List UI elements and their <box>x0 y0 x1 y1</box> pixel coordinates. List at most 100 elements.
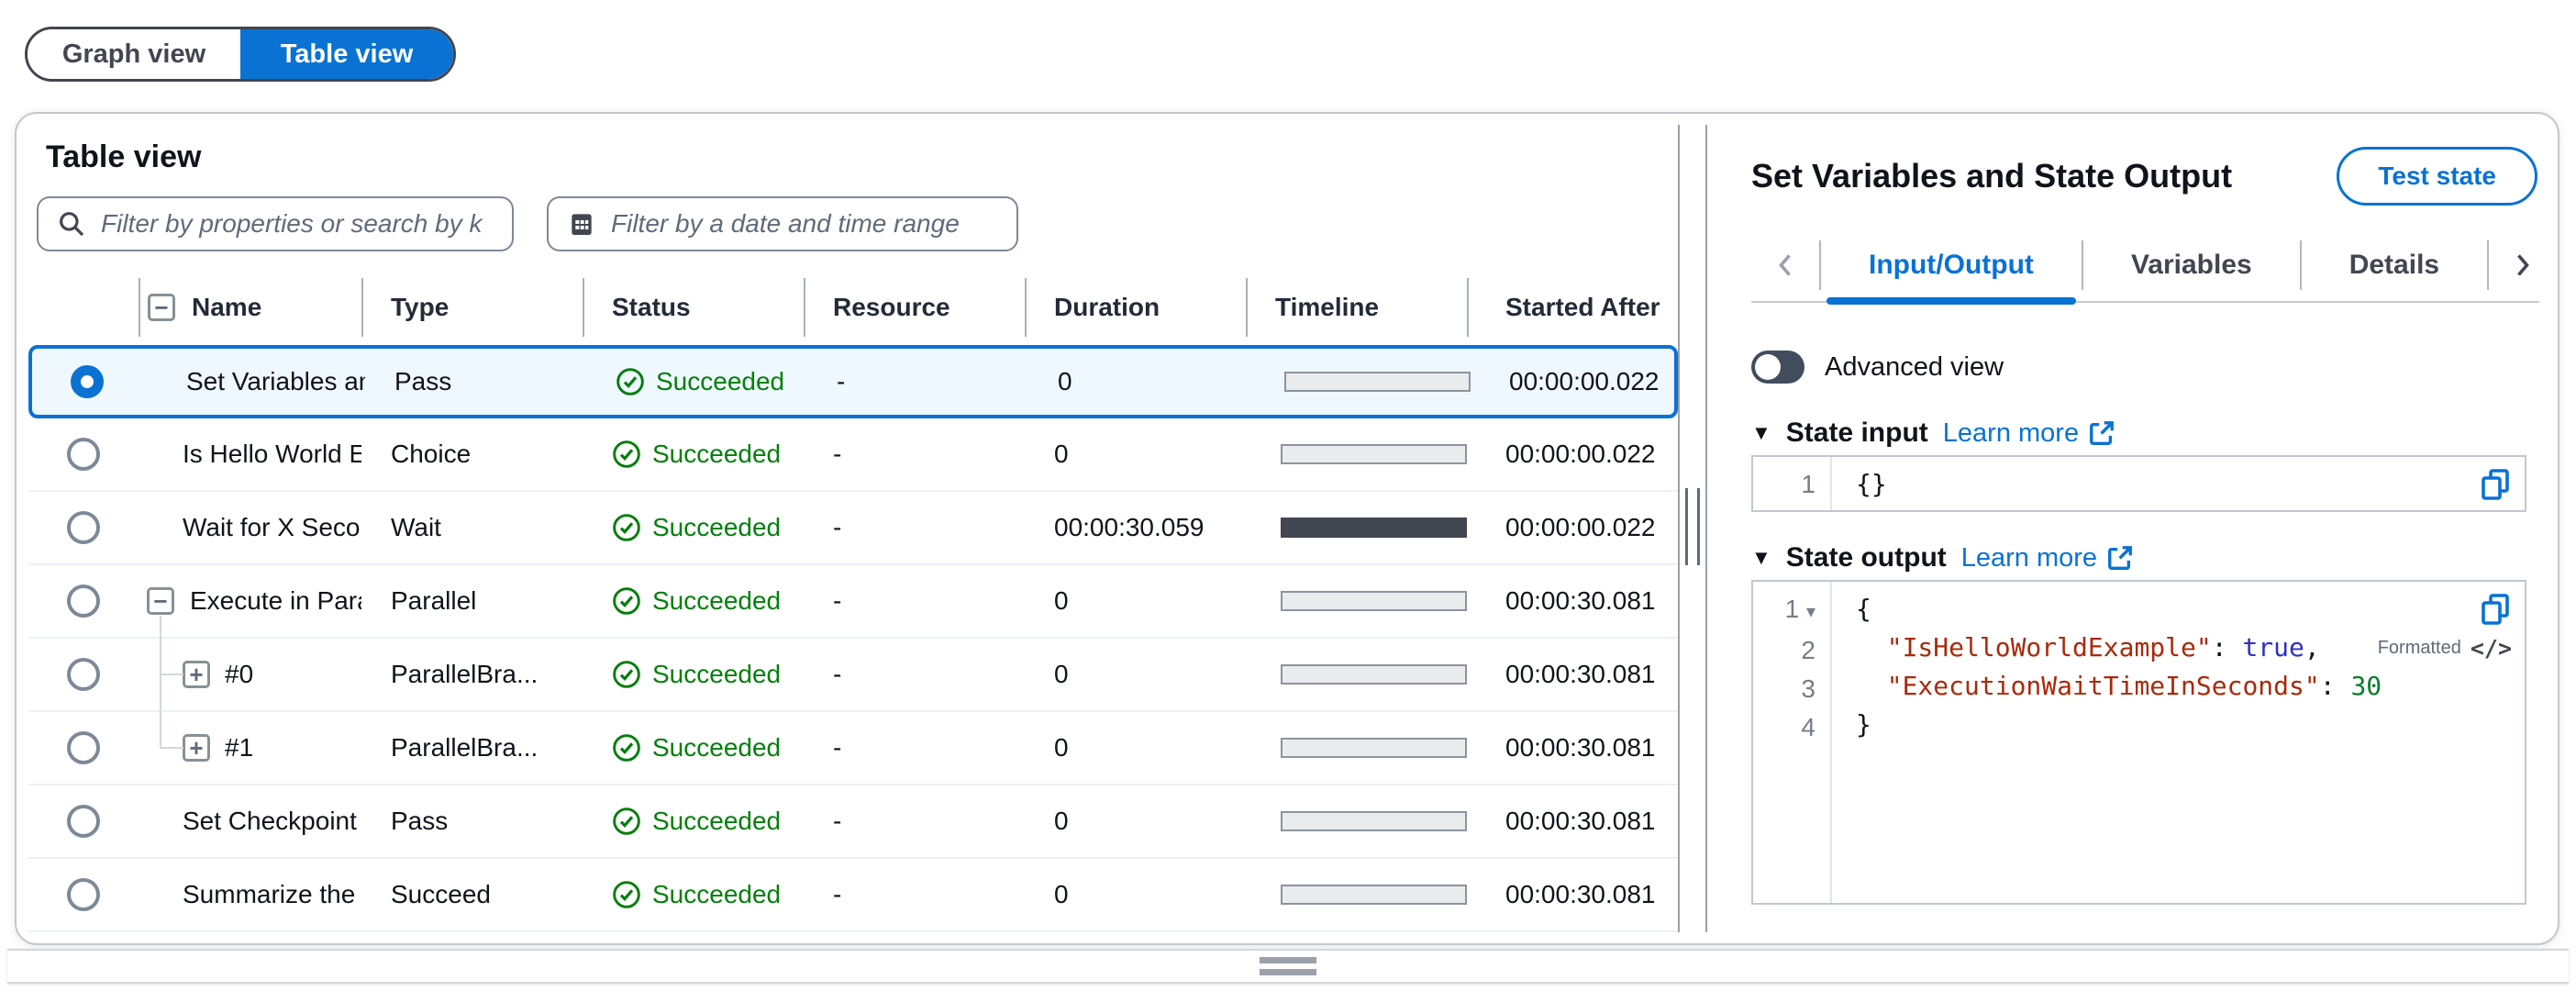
tabs-scroll-right-icon[interactable] <box>2489 251 2557 279</box>
state-output-code[interactable]: { "IsHelloWorldExample": true, "Executio… <box>1856 594 2382 740</box>
state-output-learn-more-link[interactable]: Learn more <box>1961 543 2134 573</box>
external-link-icon <box>2108 546 2133 570</box>
step-name: Set Checkpoint <box>183 807 357 835</box>
date-range-filter-input[interactable] <box>611 209 998 239</box>
step-status: Succeeded <box>652 733 782 762</box>
step-duration: 0 <box>1054 807 1069 835</box>
date-range-filter-box <box>547 196 1018 251</box>
step-details-title: Set Variables and State Output <box>1751 157 2233 195</box>
table-row[interactable]: Set Variables an Pass Succeeded - 0 00:0… <box>28 345 1678 418</box>
copy-icon <box>2482 469 2509 500</box>
row-radio[interactable] <box>67 658 100 691</box>
row-radio[interactable] <box>67 878 100 911</box>
step-resource: - <box>833 660 842 688</box>
state-input-learn-more-link[interactable]: Learn more <box>1943 418 2115 449</box>
table-row[interactable]: Summarize the Succeed Succeeded - 0 00:0… <box>28 859 1678 932</box>
row-radio[interactable] <box>67 511 100 544</box>
timeline-bar <box>1281 444 1467 464</box>
timeline-bar <box>1281 811 1467 831</box>
search-icon <box>57 209 86 239</box>
collapse-row-icon[interactable]: − <box>147 587 174 615</box>
step-type: Parallel <box>391 586 477 615</box>
table-header-row: − Name Type Status Resource Duration Tim… <box>28 270 1678 345</box>
success-check-icon <box>613 734 640 762</box>
table-row[interactable]: − Execute in Para Parallel Succeeded - 0… <box>28 565 1678 639</box>
tab-input-output[interactable]: Input/Output <box>1821 229 2082 305</box>
step-type: ParallelBra... <box>391 660 539 688</box>
success-check-icon <box>613 661 640 688</box>
test-state-button[interactable]: Test state <box>2337 147 2537 206</box>
advanced-view-toggle[interactable] <box>1751 351 1804 384</box>
tabs-scroll-left-icon[interactable] <box>1751 251 1819 279</box>
tab-separator <box>1819 240 1821 290</box>
step-type: Pass <box>394 367 452 395</box>
step-resource: - <box>833 513 842 541</box>
step-duration: 0 <box>1054 440 1069 468</box>
tree-connector-elbow-1 <box>160 747 183 749</box>
bottom-resize-handle[interactable] <box>7 949 2569 984</box>
step-resource: - <box>833 880 842 908</box>
expand-row-icon[interactable]: + <box>183 734 210 762</box>
column-header-status[interactable]: Status <box>583 270 804 345</box>
row-radio[interactable] <box>67 805 100 838</box>
collapse-all-icon[interactable]: − <box>148 294 175 321</box>
view-mode-segmented-control: Graph view Table view <box>25 27 456 82</box>
column-header-started-after[interactable]: Started After <box>1467 270 1678 345</box>
success-check-icon <box>613 587 640 615</box>
step-started-after: 00:00:30.081 <box>1505 733 1656 762</box>
step-started-after: 00:00:30.081 <box>1505 807 1656 835</box>
column-header-type[interactable]: Type <box>361 270 583 345</box>
column-header-timeline[interactable]: Timeline <box>1246 270 1467 345</box>
state-input-editor: 1 {} <box>1751 455 2526 512</box>
fold-arrow-icon[interactable]: ▾ <box>1805 602 1815 622</box>
execution-detail-card: Table view − Name Type Status Resource D… <box>15 112 2559 945</box>
code-format-icon[interactable]: </> <box>2470 635 2512 662</box>
copy-state-output-button[interactable] <box>2477 591 2514 628</box>
tab-variables[interactable]: Variables <box>2130 250 2252 280</box>
table-row[interactable]: + #0 ParallelBra... Succeeded - 0 00:00:… <box>28 639 1678 712</box>
table-row[interactable]: + #1 ParallelBra... Succeeded - 0 00:00:… <box>28 712 1678 785</box>
row-radio[interactable] <box>67 584 100 618</box>
step-duration: 0 <box>1054 660 1069 688</box>
pane-divider-right <box>1705 125 1707 932</box>
column-header-duration[interactable]: Duration <box>1025 270 1246 345</box>
pane-resize-handle[interactable] <box>1685 488 1700 565</box>
row-radio[interactable] <box>67 731 100 764</box>
collapse-section-icon[interactable]: ▼ <box>1751 421 1771 444</box>
step-started-after: 00:00:30.081 <box>1505 586 1656 615</box>
step-started-after: 00:00:00.022 <box>1509 367 1660 395</box>
graph-view-button[interactable]: Graph view <box>28 29 240 79</box>
state-input-code[interactable]: {} <box>1856 469 1887 499</box>
step-started-after: 00:00:00.022 <box>1505 440 1656 468</box>
table-view-button[interactable]: Table view <box>240 29 453 79</box>
learn-more-label: Learn more <box>1960 542 2098 573</box>
line-numbers: 1 <box>1753 457 1832 510</box>
timeline-bar <box>1281 738 1467 758</box>
tab-separator <box>2487 240 2490 290</box>
state-output-editor: 1 ▾ 2 3 4 { "IsHelloWorldExample": true,… <box>1751 580 2526 905</box>
success-check-icon <box>613 881 640 908</box>
calendar-icon <box>567 209 596 239</box>
step-duration: 0 <box>1054 733 1069 762</box>
success-check-icon <box>613 440 640 468</box>
step-resource: - <box>837 367 846 395</box>
tab-details[interactable]: Details <box>2348 250 2440 280</box>
table-row[interactable]: Wait for X Secon Wait Succeeded - 00:00:… <box>28 492 1678 565</box>
step-resource: - <box>833 807 842 835</box>
expand-row-icon[interactable]: + <box>183 661 210 688</box>
row-radio-selected[interactable] <box>71 365 104 398</box>
step-name: Summarize the <box>183 880 356 908</box>
copy-state-input-button[interactable] <box>2477 466 2514 503</box>
table-row[interactable]: Set Checkpoint Pass Succeeded - 0 00:00:… <box>28 785 1678 859</box>
column-header-name[interactable]: Name <box>192 293 262 321</box>
property-filter-input[interactable] <box>101 209 494 239</box>
step-resource: - <box>833 733 842 762</box>
step-type: Choice <box>391 440 472 468</box>
step-duration: 0 <box>1058 367 1072 395</box>
collapse-section-icon[interactable]: ▼ <box>1751 546 1771 569</box>
column-header-resource[interactable]: Resource <box>804 270 1025 345</box>
row-radio[interactable] <box>67 438 100 471</box>
table-row[interactable]: Is Hello World E Choice Succeeded - 0 00… <box>28 418 1678 492</box>
timeline-bar <box>1281 664 1467 685</box>
success-check-icon <box>616 368 644 395</box>
